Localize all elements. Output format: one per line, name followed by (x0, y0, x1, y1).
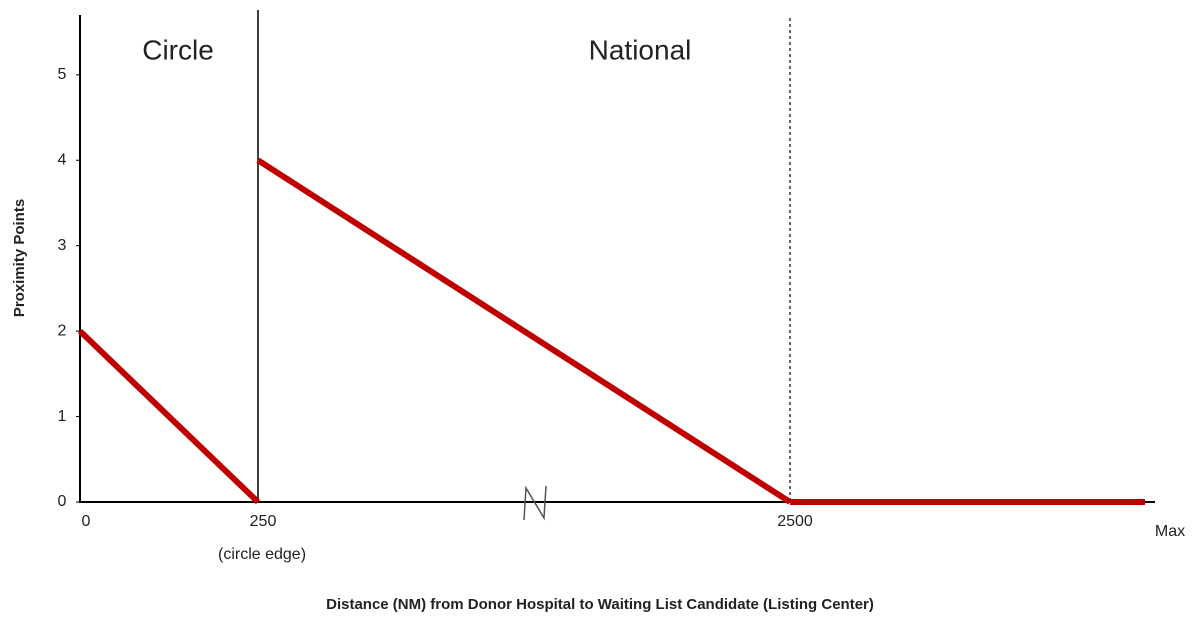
axis-break (523, 485, 547, 521)
y-tick-label: 0 (58, 493, 67, 510)
x-tick-label: 0 (82, 513, 91, 530)
line-segment (77, 328, 261, 505)
region-label: Circle (142, 34, 214, 65)
x-tick-label: 2500 (777, 513, 813, 530)
x-tick-label: 250 (250, 513, 277, 530)
x-tick-note: (circle edge) (218, 546, 306, 563)
y-tick-label: 5 (58, 66, 67, 83)
y-tick-label: 1 (58, 408, 67, 425)
x-axis-label: Distance (NM) from Donor Hospital to Wai… (326, 596, 874, 613)
y-tick-label: 4 (58, 151, 67, 168)
region-label: National (589, 34, 692, 65)
y-axis-label: Proximity Points (11, 199, 28, 317)
y-tick-label: 2 (58, 322, 67, 339)
y-tick-label: 3 (58, 237, 67, 254)
line-segment (256, 157, 792, 505)
x-tick-label: Max (1155, 523, 1185, 540)
